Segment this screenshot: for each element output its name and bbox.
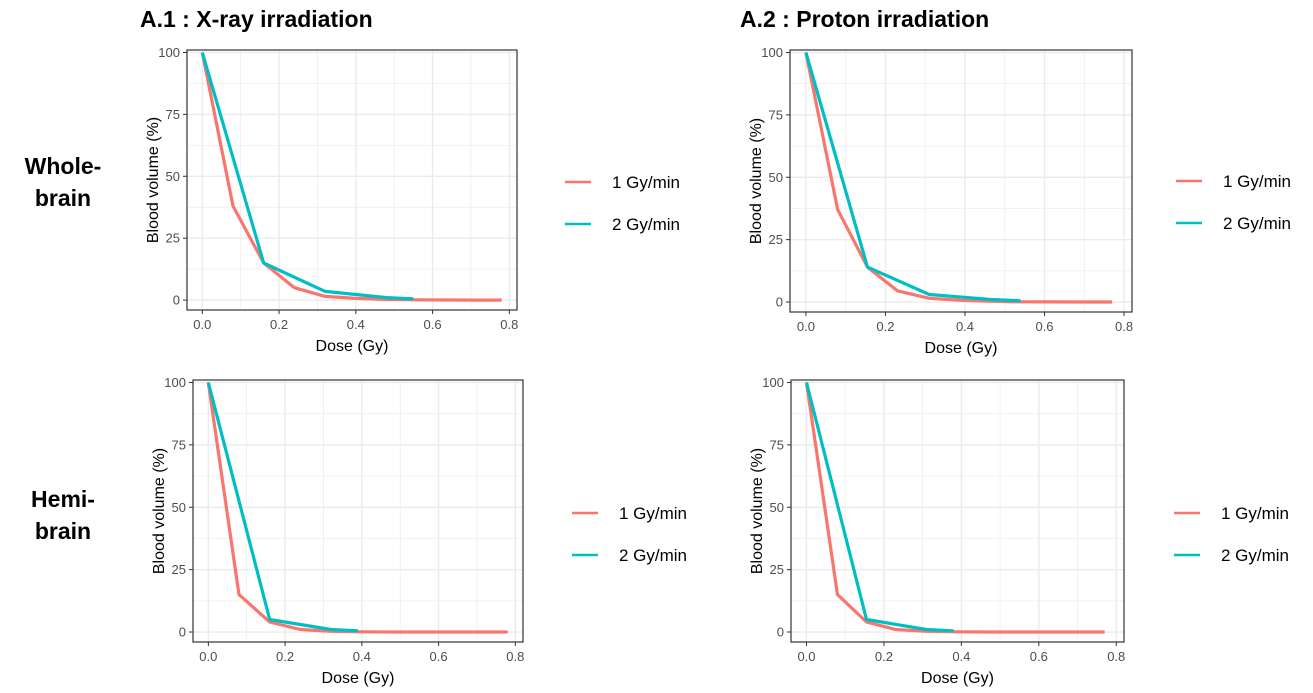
x-tick-label: 0.0 bbox=[797, 319, 815, 334]
y-axis-title: Blood volume (%) bbox=[749, 448, 766, 574]
y-tick-label: 25 bbox=[172, 562, 186, 577]
x-tick-label: 0.8 bbox=[1107, 649, 1125, 664]
x-tick-label: 0.4 bbox=[347, 317, 365, 332]
plot-border bbox=[790, 379, 1125, 643]
series-line-1 bbox=[200, 52, 502, 302]
legend-label-2: 2 Gy/min bbox=[1221, 546, 1289, 565]
series-line-1 bbox=[804, 52, 1113, 304]
chart-xray-hemi-brain: 0.0 0.2 0.4 0.6 0.8 0 25 50 75 100 Dose (Gy) Blood … bbox=[151, 375, 687, 687]
y-tick-label: 50 bbox=[769, 170, 783, 185]
legend-label-1: 1 Gy/min bbox=[612, 173, 680, 192]
x-tick-label: 0.6 bbox=[1030, 649, 1048, 664]
y-tick-label: 100 bbox=[762, 375, 784, 390]
row-label-hemi-line2: brain bbox=[34, 518, 92, 544]
y-axis-title: Blood volume (%) bbox=[748, 118, 765, 244]
series-line-1 bbox=[804, 382, 1105, 634]
panel-group-title-proton: A.2 : Proton irradiation bbox=[740, 6, 990, 32]
y-tick-label: 25 bbox=[166, 231, 180, 246]
x-tick-label: 0.2 bbox=[876, 319, 894, 334]
legend-label-2: 2 Gy/min bbox=[619, 546, 687, 565]
x-axis-title: Dose (Gy) bbox=[322, 670, 395, 687]
x-tick-label: 0.0 bbox=[797, 649, 815, 664]
plot-border bbox=[192, 379, 524, 643]
legend-label-1: 1 Gy/min bbox=[1221, 504, 1289, 523]
y-axis-title: Blood volume (%) bbox=[145, 117, 162, 243]
row-label-whole-brain: Whole- brain bbox=[8, 150, 118, 214]
series-line-2 bbox=[804, 382, 954, 633]
y-tick-label: 75 bbox=[172, 437, 186, 452]
y-tick-label: 0 bbox=[179, 625, 186, 640]
y-tick-label: 0 bbox=[173, 293, 180, 308]
x-tick-label: 0.0 bbox=[193, 317, 211, 332]
row-label-hemi-line1: Hemi- bbox=[31, 486, 95, 512]
series-line-2 bbox=[206, 382, 359, 633]
legend-label-2: 2 Gy/min bbox=[612, 215, 680, 234]
chart-proton-hemi-brain: 0.0 0.2 0.4 0.6 0.8 0 25 50 75 100 Dose (Gy) Blood … bbox=[749, 375, 1289, 687]
y-tick-label: 25 bbox=[769, 232, 783, 247]
x-tick-label: 0.8 bbox=[1115, 319, 1133, 334]
row-label-hemi-brain: Hemi- brain bbox=[8, 483, 118, 547]
legend-label-1: 1 Gy/min bbox=[1223, 172, 1291, 191]
y-tick-label: 25 bbox=[770, 562, 784, 577]
x-tick-label: 0.8 bbox=[500, 317, 518, 332]
series-line-2 bbox=[804, 52, 1021, 303]
chart-xray-whole-brain: 0.0 0.2 0.4 0.6 0.8 0 25 50 75 100 Dose (Gy) Blood … bbox=[145, 45, 680, 355]
x-tick-label: 0.8 bbox=[506, 649, 524, 664]
panel-group-title-xray: A.1 : X-ray irradiation bbox=[140, 6, 373, 32]
y-tick-label: 75 bbox=[769, 107, 783, 122]
x-tick-label: 0.4 bbox=[952, 649, 970, 664]
y-axis-title: Blood volume (%) bbox=[151, 448, 168, 574]
x-tick-label: 0.4 bbox=[353, 649, 371, 664]
row-label-whole-line2: brain bbox=[34, 185, 92, 211]
y-tick-label: 50 bbox=[172, 500, 186, 515]
y-tick-label: 100 bbox=[761, 45, 783, 60]
row-label-whole-line1: Whole- bbox=[24, 153, 102, 179]
y-tick-label: 100 bbox=[164, 375, 186, 390]
plot-border bbox=[789, 49, 1133, 313]
x-tick-label: 0.2 bbox=[270, 317, 288, 332]
y-tick-label: 50 bbox=[166, 169, 180, 184]
x-tick-label: 0.6 bbox=[424, 317, 442, 332]
series-line-1 bbox=[206, 382, 508, 634]
x-tick-label: 0.2 bbox=[875, 649, 893, 664]
legend-label-2: 2 Gy/min bbox=[1223, 214, 1291, 233]
chart-proton-whole-brain: 0.0 0.2 0.4 0.6 0.8 0 25 50 75 100 Dose (Gy) Blood … bbox=[748, 45, 1291, 357]
x-tick-label: 0.4 bbox=[956, 319, 974, 334]
y-tick-label: 100 bbox=[158, 45, 180, 60]
y-tick-label: 0 bbox=[776, 295, 783, 310]
x-axis-title: Dose (Gy) bbox=[921, 670, 994, 687]
x-tick-label: 0.2 bbox=[276, 649, 294, 664]
x-tick-label: 0.6 bbox=[430, 649, 448, 664]
series-line-2 bbox=[200, 52, 414, 301]
y-tick-label: 75 bbox=[166, 107, 180, 122]
x-axis-title: Dose (Gy) bbox=[316, 338, 389, 355]
x-tick-label: 0.6 bbox=[1035, 319, 1053, 334]
legend-label-1: 1 Gy/min bbox=[619, 504, 687, 523]
y-tick-label: 0 bbox=[777, 625, 784, 640]
y-tick-label: 50 bbox=[770, 500, 784, 515]
x-axis-title: Dose (Gy) bbox=[925, 340, 998, 357]
plot-border bbox=[186, 49, 518, 311]
x-tick-label: 0.0 bbox=[199, 649, 217, 664]
y-tick-label: 75 bbox=[770, 437, 784, 452]
